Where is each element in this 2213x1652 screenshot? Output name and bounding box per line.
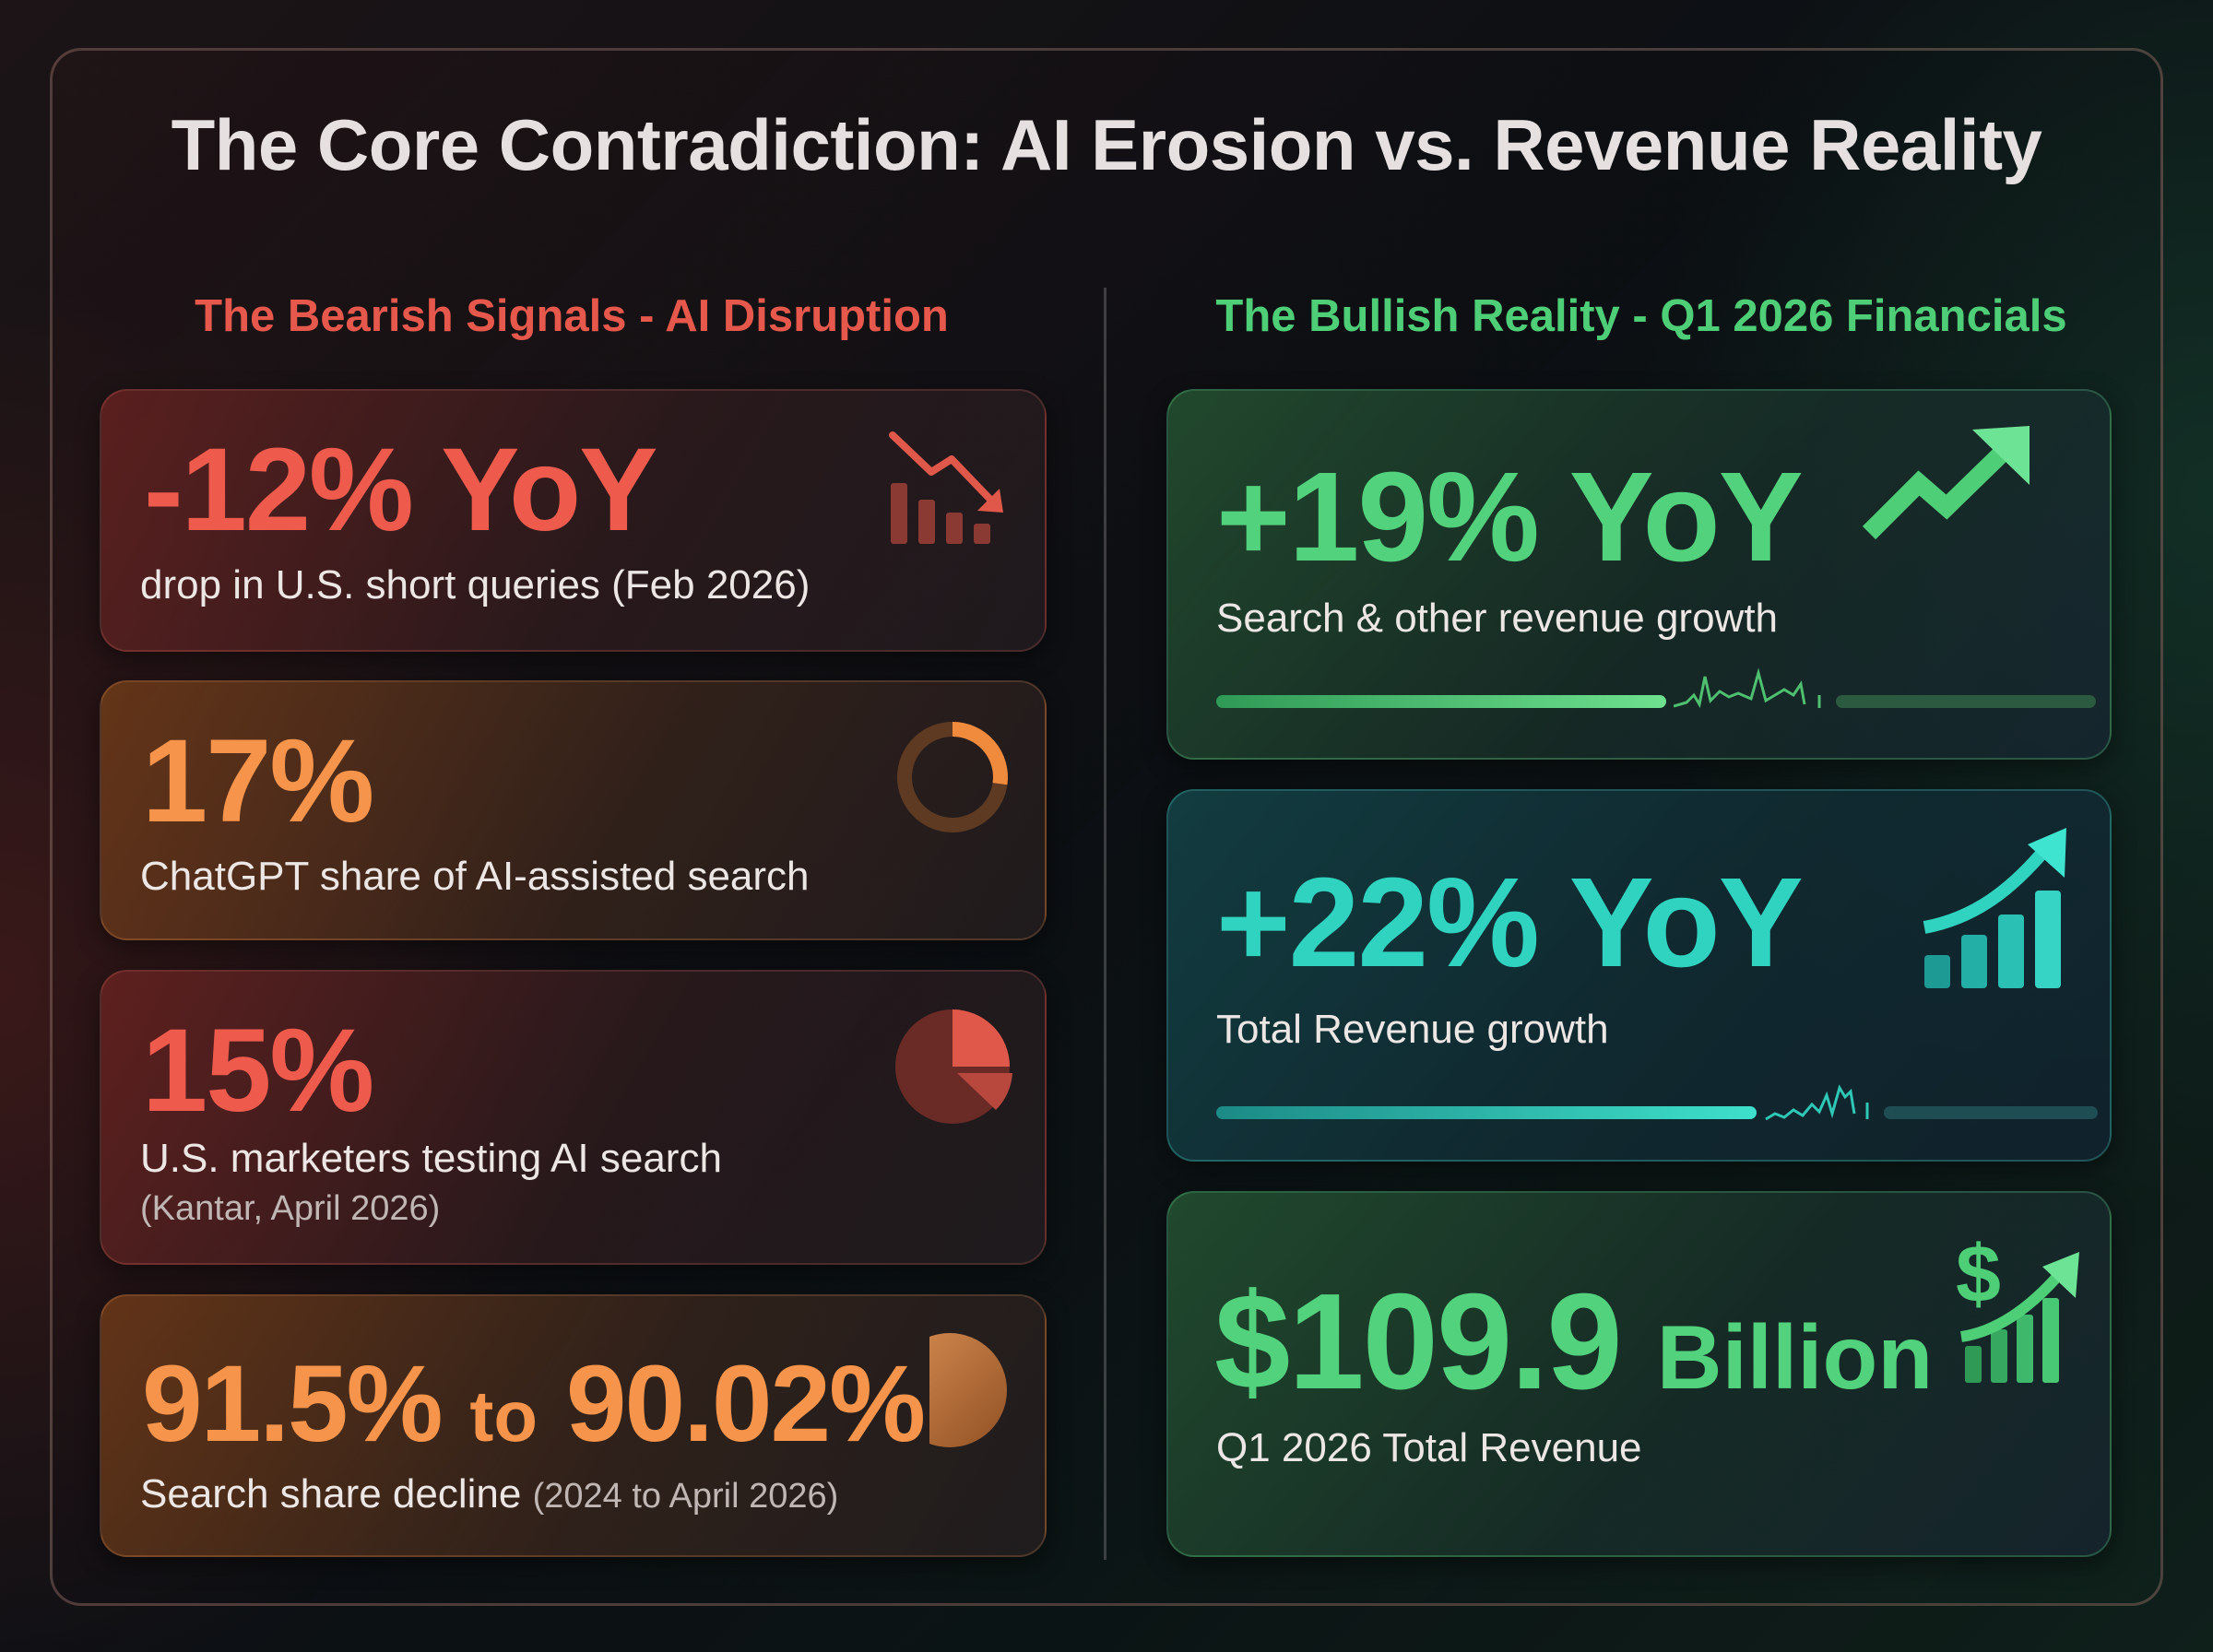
bullish-card-search-revenue: +19% YoY Search & other revenue growth — [1166, 389, 2112, 760]
half-circle-icon — [913, 1329, 1024, 1449]
total-revenue-unit: Billion — [1656, 1306, 1934, 1408]
search-share-from: 91.5% — [142, 1343, 444, 1465]
short-queries-value: -12% YoY — [144, 424, 657, 556]
total-growth-label: Total Revenue growth — [1216, 1007, 1609, 1052]
bearish-heading: The Bearish Signals - AI Disruption — [195, 291, 949, 341]
chatgpt-share-label: ChatGPT share of AI-assisted search — [140, 854, 810, 899]
search-share-label-row: Search share decline (2024 to April 2026… — [140, 1471, 838, 1517]
short-queries-label: drop in U.S. short queries (Feb 2026) — [140, 562, 811, 608]
bullish-card-total-revenue: $109.9 Billion Q1 2026 Total Revenue $ — [1166, 1191, 2112, 1557]
search-share-period-note: (2024 to April 2026) — [532, 1477, 839, 1516]
trend-up-arrow-icon — [1862, 426, 2030, 540]
bearish-card-marketers: 15% U.S. marketers testing AI search (Ka… — [100, 970, 1047, 1265]
search-share-label: Search share decline — [140, 1471, 522, 1516]
total-growth-bar-fill — [1216, 1106, 1757, 1119]
rising-bars-arrow-icon — [1923, 828, 2066, 988]
total-revenue-label: Q1 2026 Total Revenue — [1216, 1425, 1642, 1470]
bullish-card-total-revenue-growth: +22% YoY Total Revenue growth — [1166, 789, 2112, 1162]
bullish-heading: The Bullish Reality - Q1 2026 Financials — [1215, 291, 2067, 341]
bearish-card-short-queries: -12% YoY drop in U.S. short queries (Feb… — [100, 389, 1047, 652]
page-title: The Core Contradiction: AI Erosion vs. R… — [171, 104, 2042, 185]
bearish-card-chatgpt-share: 17% ChatGPT share of AI-assisted search — [100, 680, 1047, 940]
declining-bars-icon — [889, 431, 1003, 544]
search-revenue-sparkline — [1674, 667, 2096, 709]
column-divider — [1104, 288, 1106, 1560]
total-revenue-value: $109.9 Billion — [1214, 1274, 1933, 1410]
search-revenue-bar-fill — [1216, 695, 1666, 708]
bearish-card-search-share: 91.5% to 90.02% Search share decline (20… — [100, 1294, 1047, 1557]
marketers-source-note: (Kantar, April 2026) — [140, 1189, 441, 1228]
marketers-label: U.S. marketers testing AI search — [140, 1136, 722, 1181]
marketers-value: 15% — [142, 1005, 374, 1137]
total-revenue-number: $109.9 — [1214, 1266, 1623, 1418]
svg-text:$: $ — [1956, 1230, 2001, 1319]
search-revenue-value: +19% YoY — [1216, 446, 1804, 588]
search-share-value: 91.5% to 90.02% — [142, 1350, 926, 1458]
total-growth-sparkline — [1765, 1084, 2098, 1121]
dollar-growth-icon: $ — [1956, 1230, 2079, 1383]
search-revenue-label: Search & other revenue growth — [1216, 596, 1779, 641]
search-share-to-word: to — [469, 1375, 538, 1457]
ring-progress-icon — [897, 722, 1008, 832]
pie-slice-icon — [895, 1009, 1012, 1124]
chatgpt-share-value: 17% — [142, 715, 374, 847]
total-growth-value: +22% YoY — [1216, 852, 1804, 994]
search-share-to: 90.02% — [565, 1343, 926, 1465]
